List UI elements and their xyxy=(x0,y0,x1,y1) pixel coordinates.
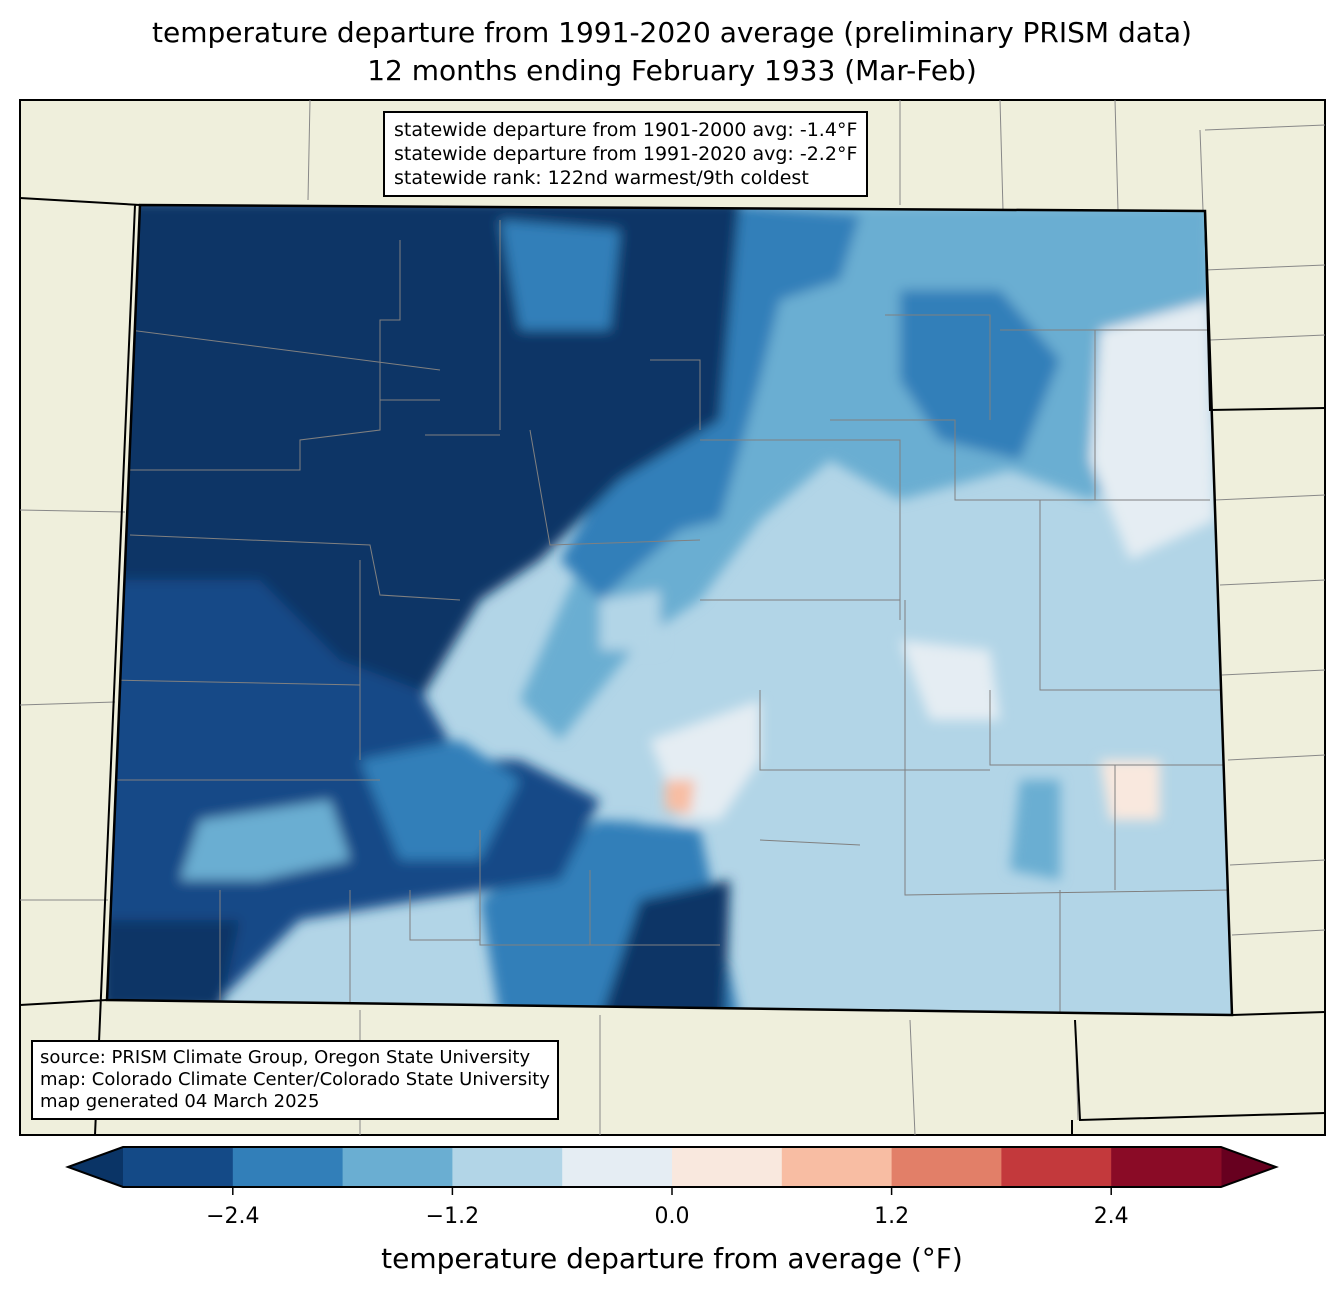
neighbor-county-lines xyxy=(19,99,1326,1136)
colorbar-bin xyxy=(1001,1147,1112,1187)
colorbar-outline xyxy=(65,1146,1279,1188)
colorbar-tick-label: 2.4 xyxy=(1093,1204,1129,1229)
colorbar-under-arrow xyxy=(68,1147,123,1187)
colorbar-bin xyxy=(672,1147,783,1187)
map-credit-line: map: Colorado Climate Center/Colorado St… xyxy=(40,1069,550,1090)
colorbar-bin xyxy=(891,1147,1002,1187)
colorbar-bin xyxy=(562,1147,673,1187)
colorbar-tick-label: 1.2 xyxy=(874,1204,910,1229)
statewide-stats-box: statewide departure from 1901-2000 avg: … xyxy=(383,111,869,197)
temperature-field xyxy=(107,205,1232,1015)
map-title: temperature departure from 1991-2020 ave… xyxy=(152,16,1192,49)
colorbar-bin xyxy=(1111,1147,1222,1187)
colorbar-tick-label: 0.0 xyxy=(654,1204,690,1229)
source-line: source: PRISM Climate Group, Oregon Stat… xyxy=(40,1047,531,1068)
colorbar-label: temperature departure from average (°F) xyxy=(381,1242,963,1275)
colorbar-bin xyxy=(452,1147,563,1187)
colorbar-bin xyxy=(342,1147,453,1187)
map-subtitle: 12 months ending February 1933 (Mar-Feb) xyxy=(367,54,977,87)
stat-departure-1901-2000: statewide departure from 1901-2000 avg: … xyxy=(394,119,858,141)
generated-date-line: map generated 04 March 2025 xyxy=(40,1091,320,1112)
stat-rank: statewide rank: 122nd warmest/9th coldes… xyxy=(394,167,809,189)
county-lines xyxy=(109,220,1231,1015)
colorbar-bin xyxy=(232,1147,344,1187)
stat-departure-1991-2020: statewide departure from 1991-2020 avg: … xyxy=(394,143,858,165)
state-lines xyxy=(19,197,1326,1136)
colorbar-bin xyxy=(123,1147,234,1187)
colorbar-tick-label: −1.2 xyxy=(425,1204,480,1229)
colorbar-tick-label: −2.4 xyxy=(206,1204,260,1229)
colorbar-over-arrow xyxy=(1221,1147,1276,1187)
colorbar xyxy=(65,1146,1279,1195)
colorbar-bin xyxy=(781,1147,893,1187)
source-box: source: PRISM Climate Group, Oregon Stat… xyxy=(31,1040,559,1120)
